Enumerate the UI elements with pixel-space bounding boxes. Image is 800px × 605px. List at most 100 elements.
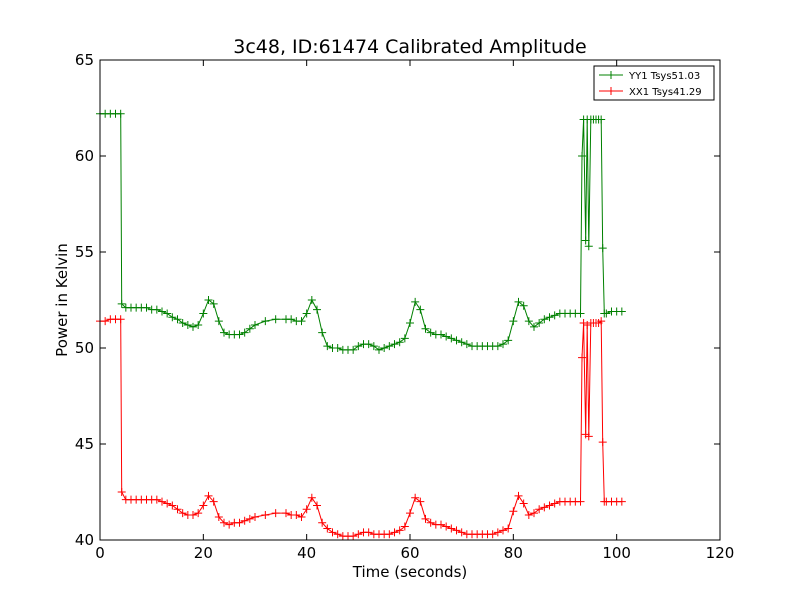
data-point-marker bbox=[287, 315, 296, 324]
data-point-marker bbox=[297, 317, 306, 326]
data-point-marker bbox=[462, 340, 471, 349]
data-point-marker bbox=[578, 152, 587, 160]
data-point-marker bbox=[509, 317, 518, 326]
data-point-marker bbox=[602, 309, 611, 318]
data-point-marker bbox=[421, 324, 430, 333]
data-point-marker bbox=[426, 518, 435, 527]
data-point-marker bbox=[158, 497, 166, 506]
data-point-marker bbox=[261, 511, 270, 520]
data-point-marker bbox=[499, 340, 507, 349]
data-point-marker bbox=[385, 530, 394, 539]
data-point-marker bbox=[116, 315, 125, 324]
data-point-marker bbox=[163, 499, 172, 508]
data-point-marker bbox=[292, 511, 301, 520]
data-point-marker bbox=[204, 296, 213, 304]
data-point-marker bbox=[509, 507, 518, 516]
data-point-marker bbox=[504, 336, 513, 345]
data-point-marker bbox=[447, 334, 456, 343]
data-point-marker bbox=[519, 301, 528, 310]
data-point-marker bbox=[380, 344, 389, 352]
data-point-marker bbox=[584, 242, 593, 251]
data-point-marker bbox=[189, 322, 197, 331]
data-point-marker bbox=[117, 488, 126, 496]
data-point-marker bbox=[452, 526, 461, 535]
data-point-marker bbox=[245, 514, 254, 523]
data-point-marker bbox=[437, 330, 445, 339]
data-point-marker bbox=[302, 505, 311, 514]
data-point-marker bbox=[395, 526, 404, 535]
data-point-marker bbox=[142, 303, 151, 312]
data-point-marker bbox=[530, 509, 538, 518]
data-point-marker bbox=[101, 317, 110, 326]
data-point-marker bbox=[452, 336, 461, 345]
data-point-marker bbox=[406, 509, 414, 518]
x-tick-label: 120 bbox=[706, 544, 735, 562]
legend-swatch-marker bbox=[607, 87, 615, 95]
plot-area-frame bbox=[99, 59, 721, 541]
data-point-marker bbox=[354, 342, 363, 351]
data-point-marker bbox=[220, 518, 228, 527]
data-point-marker bbox=[354, 530, 363, 539]
x-tick-label: 80 bbox=[504, 544, 523, 562]
data-point-marker bbox=[411, 493, 420, 502]
data-point-marker bbox=[400, 334, 409, 343]
data-point-marker bbox=[313, 501, 321, 510]
data-point-marker bbox=[302, 309, 311, 318]
data-point-marker bbox=[375, 345, 383, 354]
series-line bbox=[100, 318, 622, 537]
data-point-marker bbox=[493, 342, 502, 351]
series-layer bbox=[96, 109, 626, 541]
x-tick-label: 40 bbox=[297, 544, 316, 562]
legend-entry: YY1 Tsys51.03 bbox=[599, 71, 700, 82]
data-point-marker bbox=[318, 518, 327, 527]
data-point-marker bbox=[333, 344, 342, 352]
data-point-marker bbox=[442, 332, 451, 341]
data-point-marker bbox=[581, 236, 590, 245]
data-point-marker bbox=[199, 309, 208, 318]
data-point-marker bbox=[194, 509, 203, 518]
data-point-marker bbox=[406, 319, 414, 328]
data-point-marker bbox=[349, 345, 358, 354]
legend-label: YY1 Tsys51.03 bbox=[628, 71, 700, 82]
data-point-marker bbox=[488, 530, 497, 539]
data-point-marker bbox=[540, 315, 549, 324]
data-point-marker bbox=[617, 307, 626, 316]
x-tick-label: 60 bbox=[400, 544, 419, 562]
data-point-marker bbox=[240, 516, 249, 525]
data-point-marker bbox=[597, 115, 606, 124]
data-point-marker bbox=[225, 520, 234, 529]
data-point-marker bbox=[214, 512, 223, 521]
legend-entry: XX1 Tsys41.29 bbox=[599, 87, 702, 98]
data-point-marker bbox=[173, 315, 182, 324]
data-point-marker bbox=[152, 495, 161, 504]
y-tick-label: 50 bbox=[75, 339, 94, 357]
series-line bbox=[100, 113, 622, 351]
ticks-layer: 0 20 40 60 80 100 120 40 45 50 55 60 65 bbox=[75, 51, 734, 562]
data-point-marker bbox=[251, 320, 259, 329]
data-point-marker bbox=[584, 432, 593, 441]
legend-swatch-marker bbox=[607, 71, 615, 79]
x-axis-label: Time (seconds) bbox=[352, 563, 468, 581]
data-point-marker bbox=[349, 532, 358, 541]
x-tick-label: 20 bbox=[194, 544, 213, 562]
data-point-marker bbox=[318, 328, 327, 337]
data-point-marker bbox=[271, 509, 280, 518]
data-point-marker bbox=[524, 511, 533, 520]
legend-box bbox=[593, 65, 715, 101]
data-point-marker bbox=[168, 313, 177, 322]
data-point-marker bbox=[411, 297, 420, 306]
data-point-marker bbox=[245, 324, 254, 333]
data-point-marker bbox=[416, 305, 425, 314]
data-point-marker bbox=[235, 330, 244, 339]
data-point-marker bbox=[390, 528, 399, 537]
data-point-marker bbox=[297, 512, 306, 521]
data-point-marker bbox=[117, 299, 126, 308]
data-point-marker bbox=[313, 305, 321, 314]
data-point-marker bbox=[583, 320, 592, 329]
data-point-marker bbox=[576, 497, 585, 506]
data-point-marker bbox=[282, 509, 290, 518]
data-point-marker bbox=[617, 497, 626, 506]
data-point-marker bbox=[426, 328, 435, 337]
y-tick-label: 40 bbox=[75, 531, 94, 549]
data-point-marker bbox=[421, 514, 430, 523]
